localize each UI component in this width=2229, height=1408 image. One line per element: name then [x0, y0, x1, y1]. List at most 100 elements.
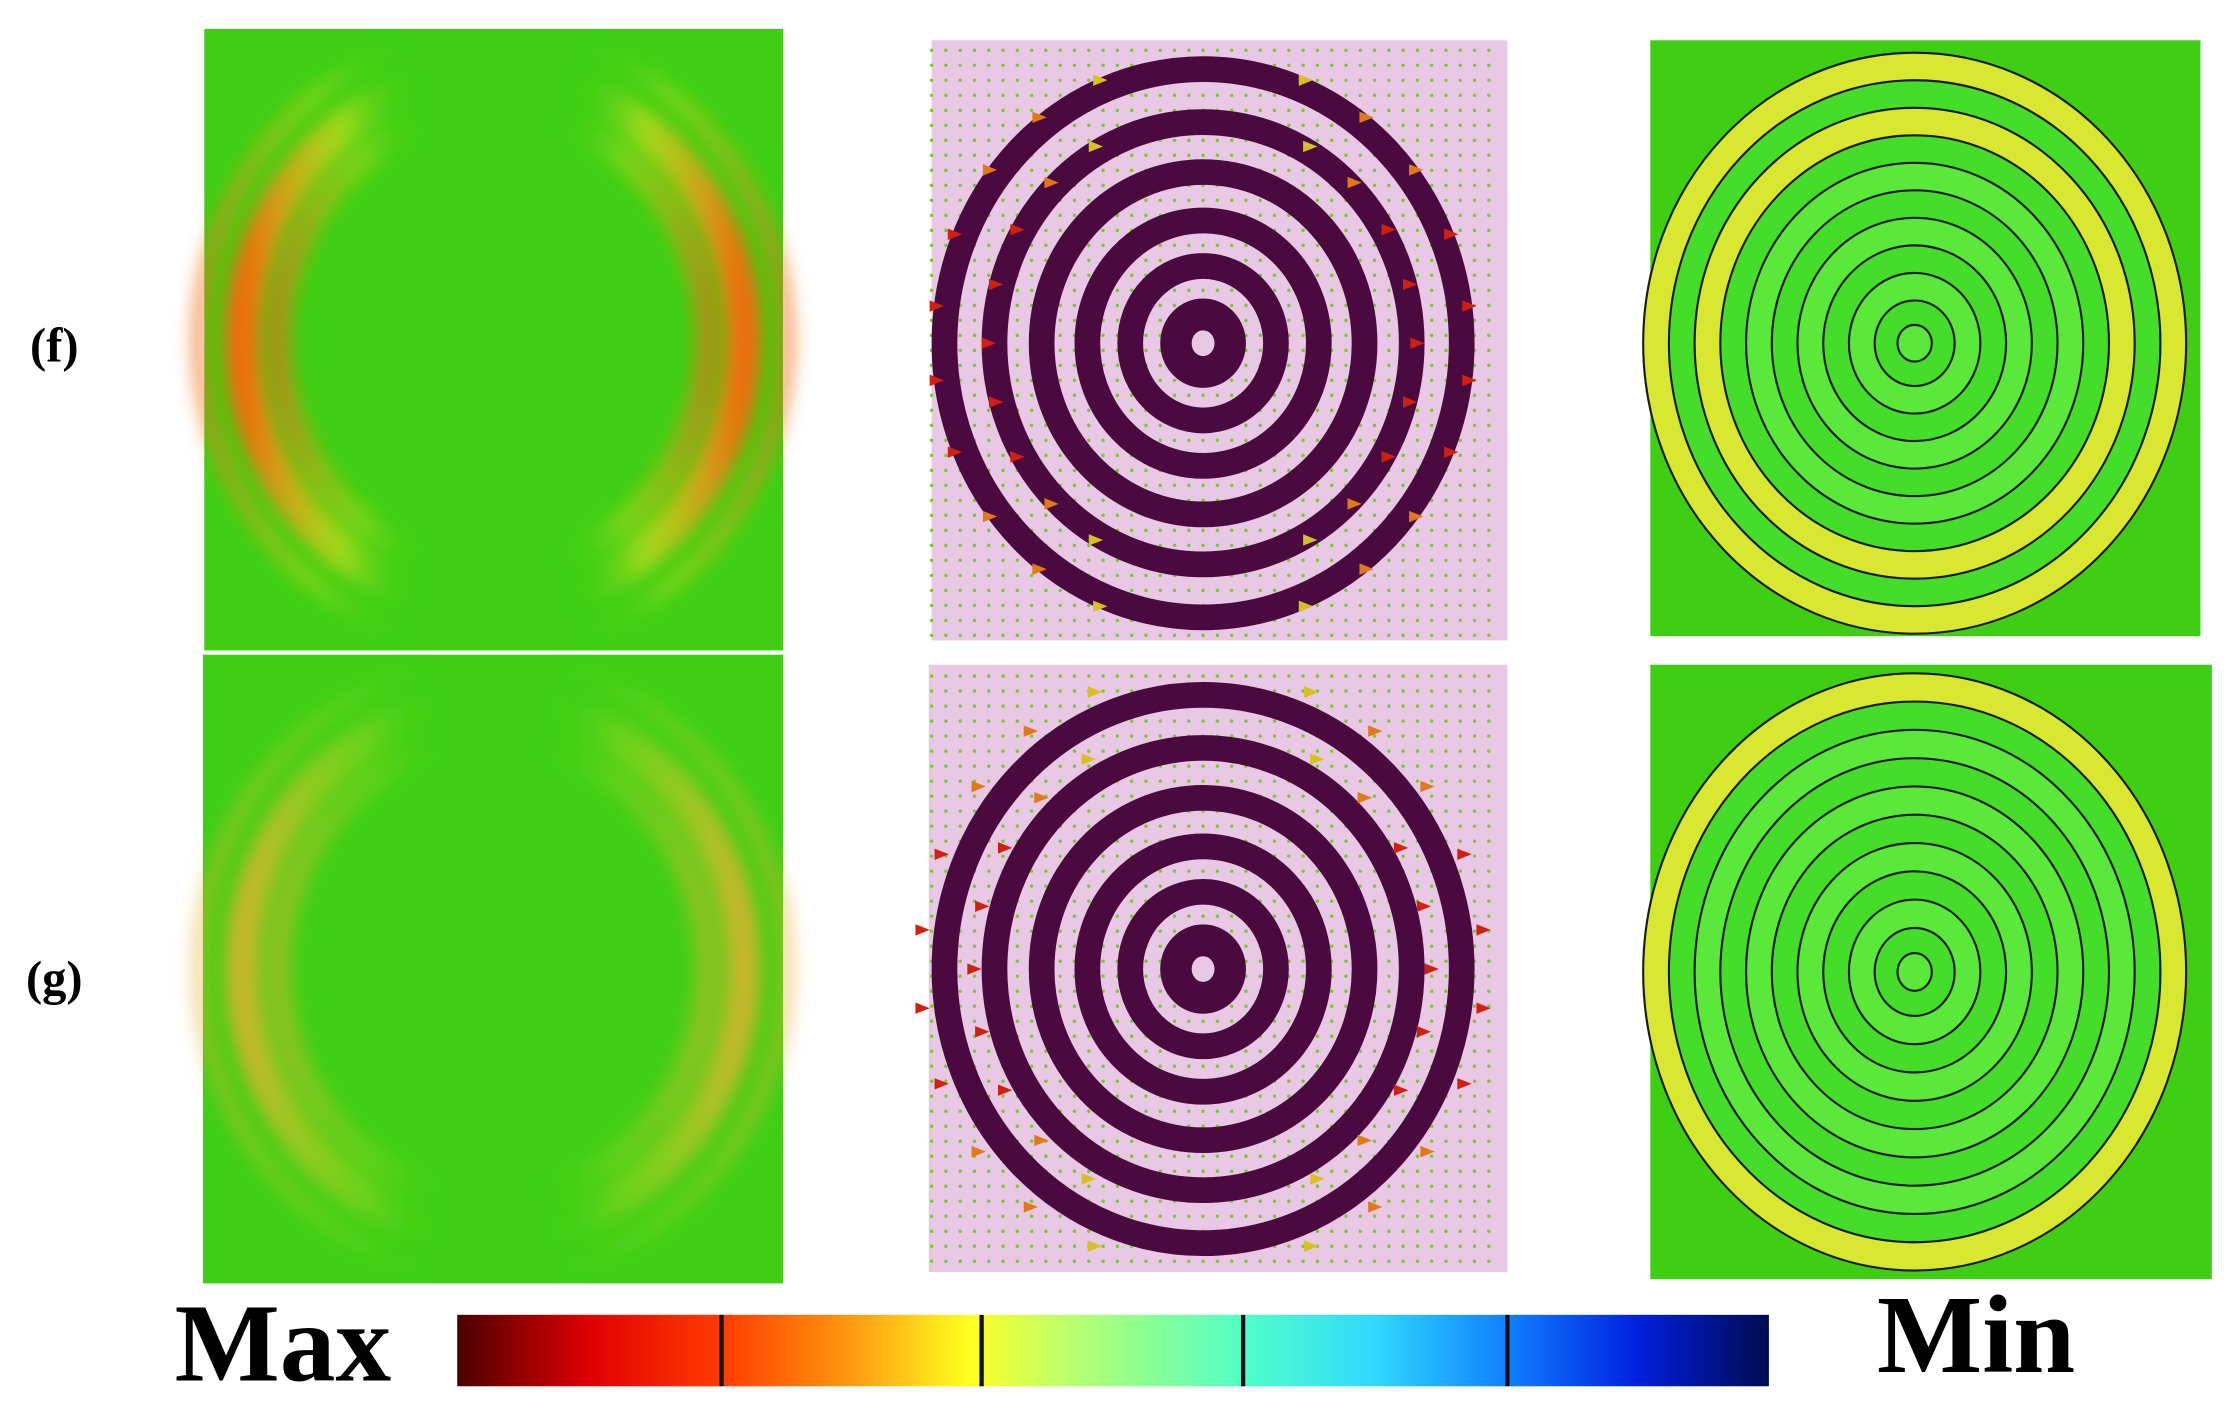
- arrow: [1344, 1229, 1348, 1233]
- arrow: [1344, 989, 1348, 993]
- arrow: [1044, 1229, 1048, 1233]
- arrow: [944, 498, 948, 503]
- arrow: [1329, 318, 1334, 323]
- arrow: [1029, 168, 1034, 173]
- arrow: [1444, 183, 1448, 188]
- arrow: [987, 1169, 991, 1173]
- arrow: [1487, 1229, 1491, 1233]
- arrow: [1458, 183, 1462, 188]
- arrow: [1172, 869, 1177, 873]
- surface-ring: [1896, 951, 1933, 992]
- arrow: [1258, 483, 1262, 488]
- arrow: [1329, 378, 1334, 383]
- arrow: [1187, 93, 1191, 98]
- arrow: [1444, 558, 1448, 563]
- arrow: [972, 719, 977, 723]
- arrow: [1301, 674, 1305, 678]
- field-band: [265, 98, 721, 582]
- arrow: [1487, 513, 1491, 518]
- arrow: [1058, 453, 1062, 458]
- arrow: [1144, 468, 1148, 473]
- arrow: [1201, 674, 1205, 678]
- arrow: [1301, 498, 1305, 503]
- arrow: [1487, 884, 1491, 888]
- arrow: [1429, 48, 1434, 53]
- arrow: [1029, 93, 1034, 98]
- arrow: [1244, 719, 1248, 723]
- arrow: [929, 1199, 934, 1203]
- arrow: [1387, 944, 1391, 948]
- arrow: [1172, 1004, 1177, 1008]
- arrow: [929, 1169, 934, 1173]
- arrow: [1258, 48, 1262, 53]
- ring: [1028, 159, 1378, 528]
- arrow: [987, 1064, 991, 1068]
- arrow: [982, 164, 998, 176]
- arrow: [1472, 719, 1477, 723]
- arrow: [1409, 510, 1424, 523]
- arrow: [1015, 633, 1020, 638]
- arrow: [987, 273, 991, 278]
- arrow: [1229, 914, 1234, 918]
- arrow: [972, 959, 977, 963]
- arrow: [929, 1229, 934, 1233]
- arrow: [1310, 753, 1325, 765]
- arrow: [958, 603, 962, 608]
- arrow: [1315, 1259, 1320, 1263]
- arrow: [944, 1124, 948, 1128]
- arrow: [958, 1139, 962, 1143]
- arrow: [1401, 824, 1405, 828]
- arrow: [1087, 704, 1091, 708]
- arrow: [1244, 1004, 1248, 1008]
- arrow: [958, 123, 962, 128]
- arrow: [1044, 1154, 1048, 1158]
- arrow: [1029, 423, 1034, 428]
- arrow: [1387, 749, 1391, 753]
- arrow: [1244, 423, 1248, 428]
- arrow: [1129, 779, 1134, 783]
- field-band: [191, 24, 795, 657]
- arrow: [1315, 483, 1320, 488]
- arrow: [1429, 318, 1434, 323]
- arrow: [1172, 528, 1177, 533]
- arrow: [1393, 842, 1409, 854]
- arrow: [1329, 63, 1334, 68]
- arrow: [1129, 1199, 1134, 1203]
- arrow: [1258, 734, 1262, 738]
- arrow: [1258, 674, 1262, 678]
- arrow: [915, 1002, 930, 1014]
- arrow: [1058, 1244, 1062, 1248]
- arrow: [1058, 704, 1062, 708]
- arrow: [1201, 48, 1205, 53]
- arrow: [1115, 1094, 1120, 1098]
- arrow: [1415, 273, 1420, 278]
- arrow: [1272, 153, 1277, 158]
- arrow: [1301, 1079, 1305, 1083]
- arrow: [1315, 1184, 1320, 1188]
- arrow: [1344, 779, 1348, 783]
- arrow: [1172, 719, 1177, 723]
- arrow: [929, 734, 934, 738]
- arrow: [1444, 974, 1448, 978]
- arrow: [972, 78, 977, 83]
- arrow: [1001, 78, 1005, 83]
- arrow: [1215, 393, 1220, 398]
- arrow: [1472, 423, 1477, 428]
- arrow: [1044, 438, 1048, 443]
- arrow: [1215, 719, 1220, 723]
- arrow: [1368, 725, 1383, 737]
- arrow: [1088, 140, 1104, 153]
- arrow: [987, 138, 991, 143]
- arrow: [1144, 974, 1148, 978]
- arrow: [1229, 1019, 1234, 1023]
- arrow: [1444, 168, 1448, 173]
- arrow: [1101, 633, 1105, 638]
- arrow: [1329, 1244, 1334, 1248]
- arrow: [1029, 809, 1034, 813]
- arrow: [1401, 1214, 1405, 1218]
- arrow: [1287, 48, 1291, 53]
- arrow: [1044, 228, 1048, 233]
- arrow: [1115, 378, 1120, 383]
- arrow: [972, 123, 977, 128]
- arrow: [972, 944, 977, 948]
